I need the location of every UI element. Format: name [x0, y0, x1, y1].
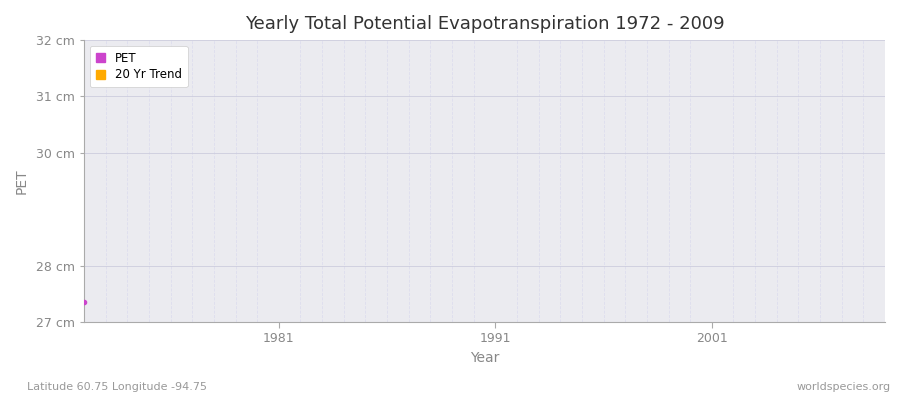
X-axis label: Year: Year	[470, 351, 500, 365]
Y-axis label: PET: PET	[15, 168, 29, 194]
Text: worldspecies.org: worldspecies.org	[796, 382, 891, 392]
Text: Latitude 60.75 Longitude -94.75: Latitude 60.75 Longitude -94.75	[27, 382, 207, 392]
Legend: PET, 20 Yr Trend: PET, 20 Yr Trend	[90, 46, 187, 87]
Title: Yearly Total Potential Evapotranspiration 1972 - 2009: Yearly Total Potential Evapotranspiratio…	[245, 15, 724, 33]
